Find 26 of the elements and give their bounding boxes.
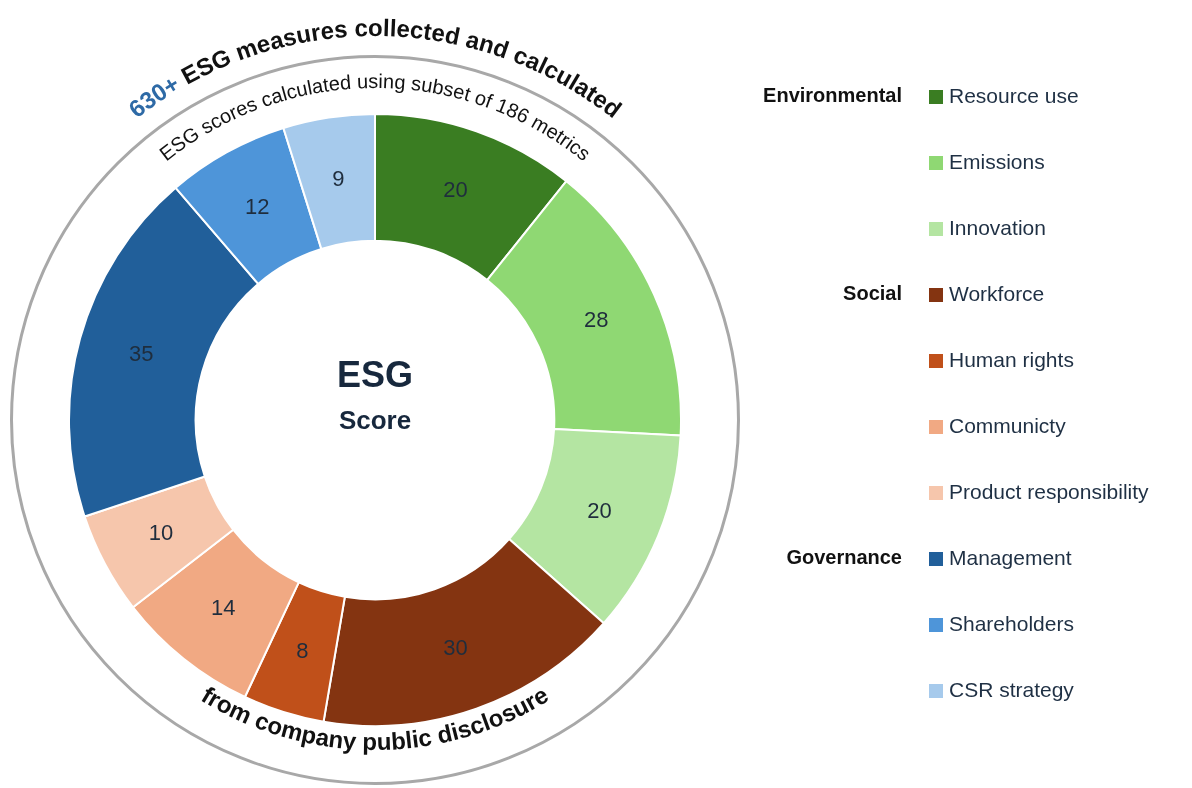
data-label: 28 bbox=[584, 306, 609, 332]
legend-label: Emissions bbox=[949, 150, 1045, 174]
text: Governance bbox=[786, 546, 902, 569]
data-label: 20 bbox=[443, 177, 468, 203]
text: ESG bbox=[336, 354, 414, 395]
data-label: 14 bbox=[211, 595, 236, 621]
legend-label: CSR strategy bbox=[949, 678, 1074, 702]
data-label: 12 bbox=[245, 193, 270, 219]
data-label: 9 bbox=[332, 166, 345, 192]
text: Social bbox=[843, 282, 902, 305]
legend-label: Product responsibility bbox=[949, 480, 1149, 504]
legend-label: Communicty bbox=[949, 414, 1066, 438]
data-label: 8 bbox=[296, 637, 309, 663]
legend-label: Resource use bbox=[949, 84, 1079, 108]
data-label: 20 bbox=[587, 497, 612, 523]
text: Score bbox=[338, 405, 412, 435]
legend-label: Management bbox=[949, 546, 1072, 570]
legend-label: Innovation bbox=[949, 216, 1046, 240]
text: from company public disclosure bbox=[197, 680, 553, 756]
legend-label: Shareholders bbox=[949, 612, 1074, 636]
legend-label: Workforce bbox=[949, 282, 1045, 306]
data-label: 10 bbox=[148, 520, 174, 546]
data-label: 30 bbox=[443, 635, 468, 661]
legend-label: Human rights bbox=[949, 348, 1074, 372]
text: Environmental bbox=[763, 84, 902, 107]
data-label: 35 bbox=[128, 341, 154, 367]
